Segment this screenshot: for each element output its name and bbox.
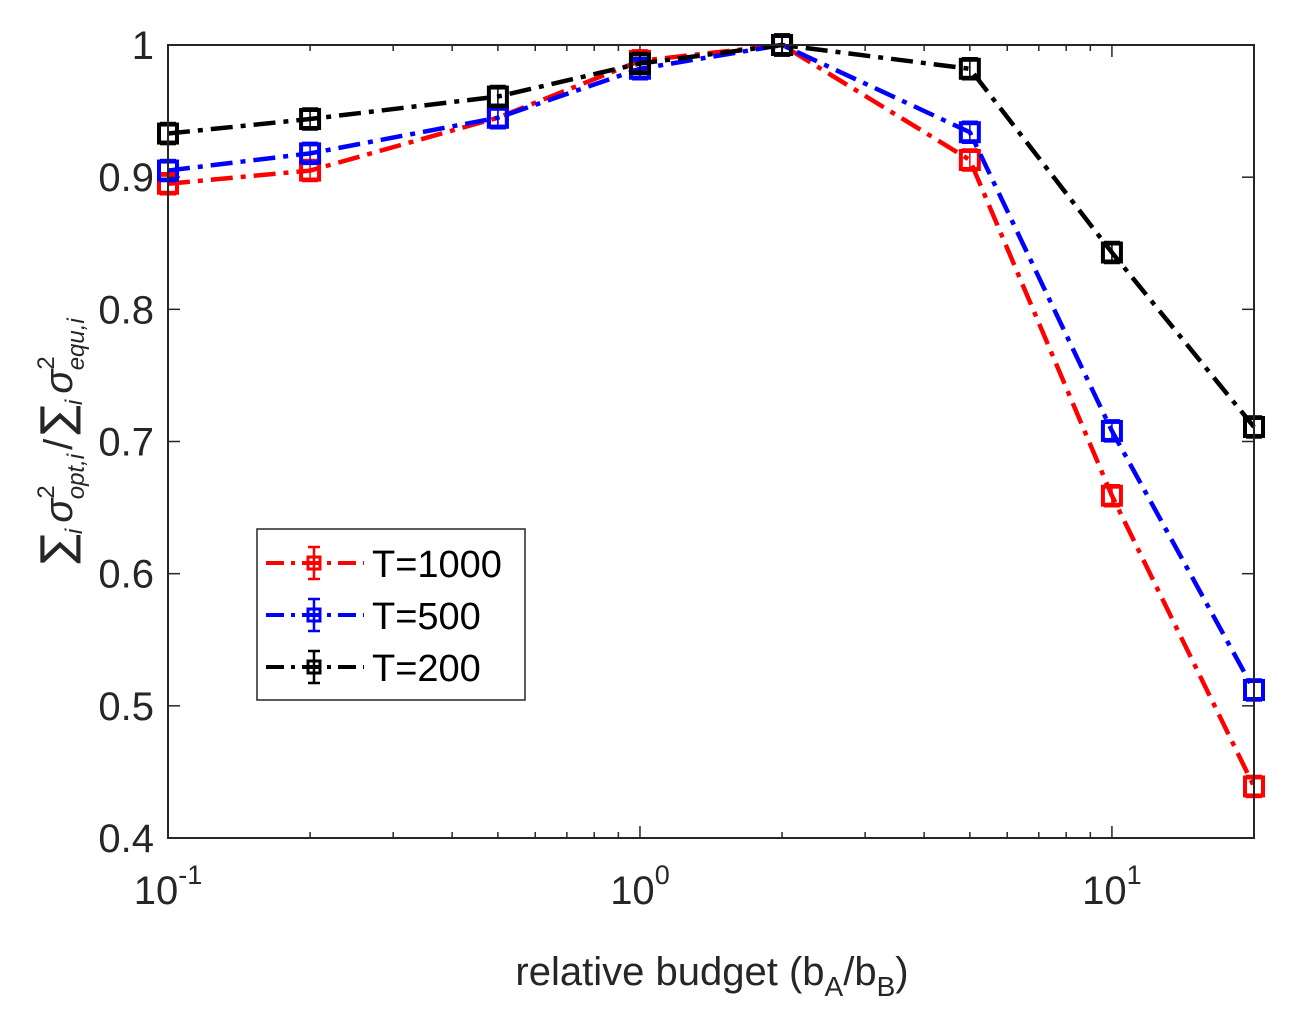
plot-background bbox=[168, 45, 1254, 838]
legend-box bbox=[256, 528, 526, 701]
legend: T=1000 T=500 T=200 bbox=[256, 528, 526, 701]
legend-items: T=1000 T=500 T=200 bbox=[266, 544, 502, 690]
x-tick-label: 101 bbox=[1082, 860, 1142, 913]
legend-label: T=1000 bbox=[372, 544, 502, 586]
y-tick-label: 0.6 bbox=[98, 553, 154, 597]
series-T=200 bbox=[157, 33, 1265, 439]
plot-frame bbox=[167, 44, 1255, 839]
series-line bbox=[167, 42, 1256, 429]
legend-label: T=500 bbox=[372, 596, 481, 638]
y-tick-label: 0.7 bbox=[98, 421, 154, 465]
legend-item: T=1000 bbox=[266, 544, 502, 586]
y-tick-label: 0.9 bbox=[98, 156, 154, 200]
x-axis-label: relative budget (bA/bB) bbox=[515, 950, 908, 1002]
series-layer bbox=[157, 33, 1265, 799]
x-tick-labels: 10-1 100 101 bbox=[134, 860, 1142, 913]
legend-label: T=200 bbox=[372, 648, 481, 690]
legend-item: T=200 bbox=[266, 648, 481, 690]
y-tick-label: 0.5 bbox=[98, 685, 154, 729]
y-axis-label: ∑iσ2 opt,i/∑iσ2 equ,i bbox=[32, 318, 90, 564]
y-tick-label: 1 bbox=[132, 24, 154, 68]
y-tick-label: 0.4 bbox=[98, 817, 154, 861]
series-line bbox=[167, 42, 1256, 692]
legend-item: T=500 bbox=[266, 596, 481, 638]
x-tick-label: 100 bbox=[610, 860, 670, 913]
y-tick-label: 0.8 bbox=[98, 288, 154, 332]
x-tick-label: 10-1 bbox=[134, 860, 203, 913]
y-tick-labels: 0.4 0.5 0.6 0.7 0.8 0.9 1 bbox=[98, 24, 154, 861]
